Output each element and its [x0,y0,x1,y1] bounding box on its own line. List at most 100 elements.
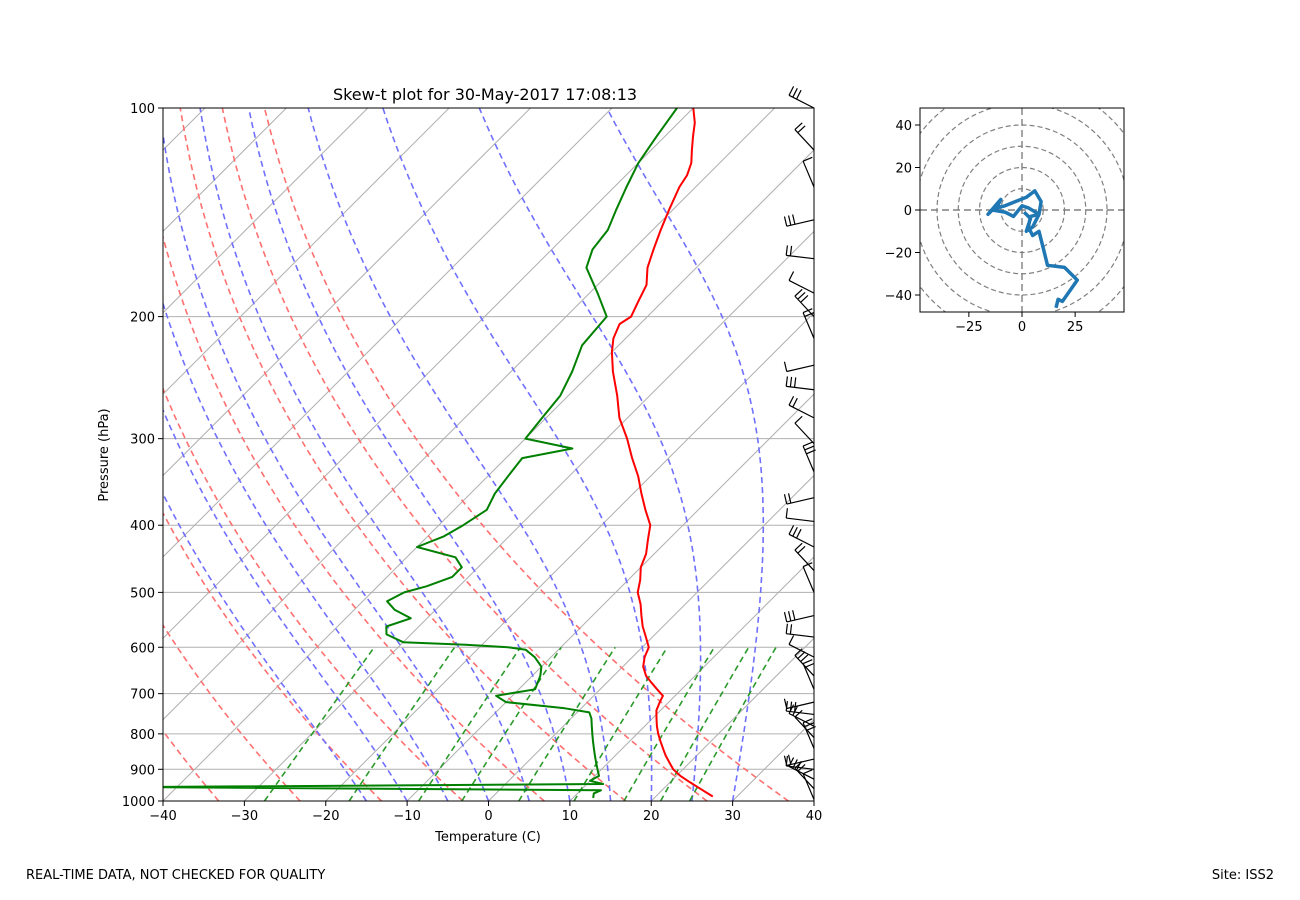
isotherm--50 [163,108,775,721]
barb-feather [783,216,788,227]
wind-barb [802,769,815,800]
wind-barb [802,156,815,188]
wind-barb [788,395,815,419]
barb-staff [788,279,815,294]
y-tick-label: 200 [130,311,155,326]
wind-barb [794,648,815,677]
barb-feather [785,701,789,712]
x-tick-label: 10 [562,809,579,824]
barb-feather [794,648,803,656]
barb-feather [792,397,798,408]
wind-barb [802,562,815,593]
barb-staff [794,655,815,677]
dry-adiabat-310 [263,108,789,801]
barb-feather [789,245,793,256]
barb-feather [787,754,792,765]
moist-adiabat-5 [199,108,530,801]
barb-feather [797,291,806,300]
isotherm--110 [163,108,287,233]
barb-feather [789,624,793,635]
wind-barb [788,525,815,548]
dry-adiabat-300 [221,108,708,801]
hodo-y-tick-label: 20 [895,162,912,177]
skewt-data [163,108,714,799]
mixing-ratio-5 [518,646,616,801]
x-tick-label: 20 [643,809,660,824]
hodo-y-tick-label: 0 [904,204,912,219]
x-tick-label: −10 [393,809,420,824]
barb-staff [794,716,815,738]
mixing-ratio-1 [348,646,456,801]
skewt-axes: −40 −30 −20 −10 0 10 20 30 40 1000 900 800 700 600 500… [122,102,822,824]
x-tick-label: −40 [149,809,176,824]
moist-adiabat-0 [163,128,490,801]
wind-barb [783,610,815,623]
wind-barb [785,376,815,391]
barb-feather [783,494,788,505]
isotherm--70 [163,108,613,558]
barb-feather [788,525,795,535]
y-tick-label: 500 [130,586,155,601]
barb-feather [795,89,802,100]
barb-staff [802,773,815,800]
x-axis-label: Temperature (C) [434,830,541,845]
dry-adiabat-230 [0,108,137,801]
barb-feather [792,88,798,98]
skewt-grid [0,108,814,801]
barb-feather [800,654,809,663]
hodograph-trace [986,189,1080,309]
barb-staff [786,364,815,373]
wind-barb [783,493,815,505]
isotherm-40 [813,800,814,801]
wind-barb [783,754,815,767]
barb-staff [802,566,815,593]
mixing-ratio-20 [688,646,777,801]
barb-feather [788,86,795,96]
isotherm--100 [163,108,369,314]
hodo-x-tick-label: 0 [1018,320,1026,335]
x-tick-label: 0 [484,809,492,824]
barb-feather [789,376,793,387]
barb-feather [802,659,813,665]
barb-feather [794,542,803,551]
barb-staff [786,633,815,638]
barb-staff [802,445,815,473]
barb-staff [786,765,815,770]
barb-feather [785,376,789,387]
y-tick-label: 700 [130,688,155,703]
barb-staff [788,643,815,658]
dry-adiabat-280 [163,234,545,801]
isotherm-10 [569,556,814,801]
barb-feather [783,612,788,623]
barb-feather [788,395,795,406]
barb-feather [797,125,806,134]
moist-adiabat-30 [606,108,765,801]
x-tick-label: 40 [806,809,823,824]
barb-feather [804,662,815,668]
hodo-y-tick-label: 40 [895,119,912,134]
barb-feather [797,545,806,554]
isotherm--20 [325,312,814,801]
barb-feather [783,698,788,709]
dewpoint-profile [163,108,678,799]
hodo-y-tick-label: −40 [885,289,912,304]
moist-adiabat-25 [478,108,702,801]
dry-adiabat-290 [179,108,627,801]
barb-feather [802,156,813,162]
barb-feather [789,701,793,712]
barb-feather [783,755,788,766]
y-tick-label: 100 [130,102,155,117]
barb-feather [785,508,789,519]
mixing-ratio-16 [659,646,750,801]
mixing-ratio-0.4 [263,646,375,801]
skewt-title: Skew-t plot for 30-May-2017 17:08:13 [333,85,637,104]
wind-barb [788,635,815,658]
moist-adiabat-10 [247,108,571,801]
wind-barb [802,308,815,339]
isotherm--90 [163,108,450,395]
x-tick-label: 30 [724,809,741,824]
wind-barb [783,361,815,373]
barb-feather [804,312,815,318]
barb-feather [788,271,795,281]
